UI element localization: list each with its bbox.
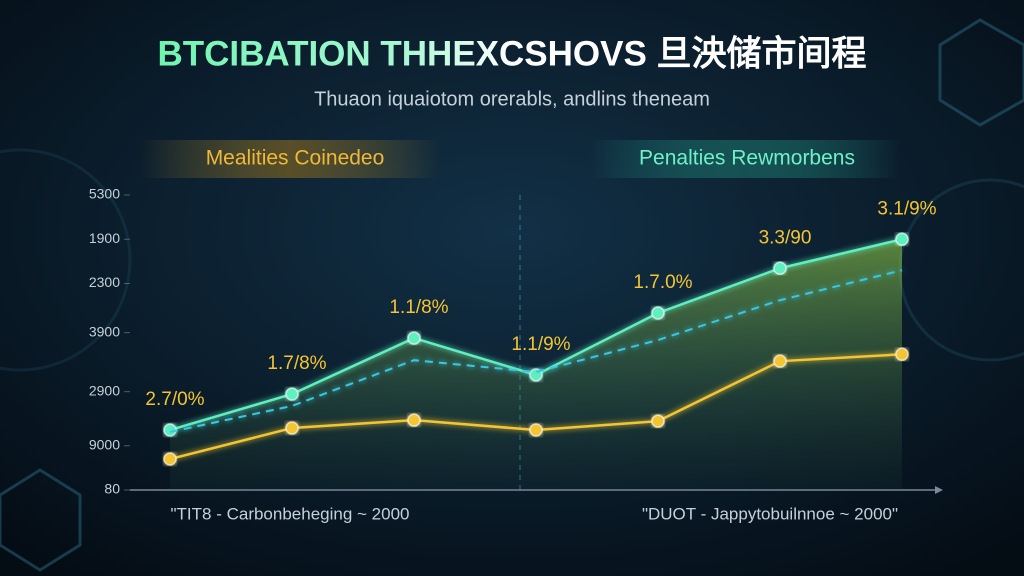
y-tick-label: 3900 — [89, 323, 120, 339]
data-label: 2.7/0% — [145, 389, 204, 410]
point — [895, 232, 909, 246]
data-label: 1.7.0% — [633, 272, 692, 293]
legend-box — [590, 140, 900, 178]
data-label: 1.7/8% — [267, 353, 326, 374]
point — [285, 421, 299, 435]
x-label: "TIT8 - Carbonbeheging ~ 2000 — [171, 504, 410, 523]
point — [529, 423, 543, 437]
y-tick-label: 2300 — [89, 274, 120, 290]
point — [651, 306, 665, 320]
legend-label: Mealities Coinedeo — [206, 147, 385, 170]
point — [773, 261, 787, 276]
point — [895, 347, 909, 362]
data-label: 3.1/9% — [877, 198, 936, 219]
data-label: 1.1/9% — [511, 334, 570, 355]
point — [651, 414, 665, 428]
y-tick-label: 2900 — [89, 382, 120, 398]
point — [407, 331, 421, 345]
legend-box — [140, 140, 440, 178]
series-line — [169, 269, 903, 433]
y-tick-label: 1900 — [89, 230, 120, 246]
point — [773, 354, 787, 368]
point — [163, 452, 177, 466]
x-label: "DUOT - Jappytobuilnnoe ~ 2000" — [642, 504, 898, 523]
area — [170, 239, 902, 490]
y-tick-label: 9000 — [89, 436, 120, 452]
title: BTCIBATION THHEXCSHOVS 旦泱储市间程 — [157, 34, 866, 73]
point — [285, 387, 299, 401]
point — [163, 423, 177, 437]
legend-label: Penalties Rewmorbens — [639, 147, 855, 170]
axis-arrow — [935, 486, 943, 494]
y-tick-label: 5300 — [89, 186, 120, 202]
point — [407, 413, 421, 427]
data-label: 3.3/90 — [759, 227, 812, 248]
data-label: 1.1/8% — [389, 297, 448, 318]
subtitle: Thuaon iquaiotom orerabls, andlins thene… — [314, 88, 710, 110]
y-tick-label: 80 — [104, 481, 120, 497]
